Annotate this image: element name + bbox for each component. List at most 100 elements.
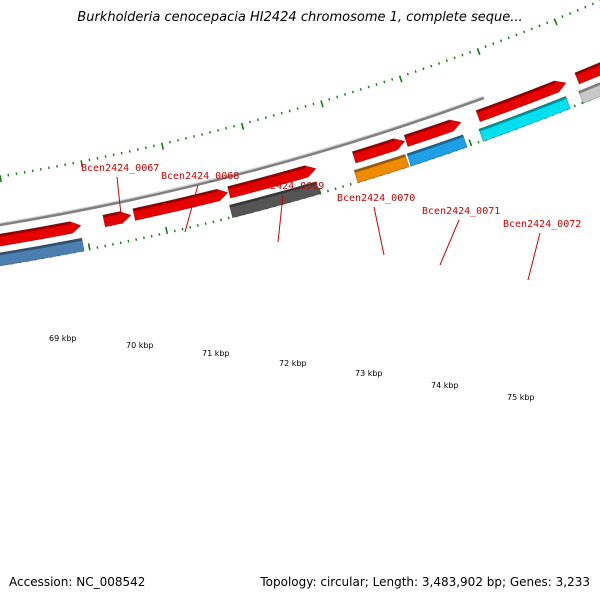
feature-block-steelblue	[0, 237, 85, 267]
major-tick	[240, 122, 245, 130]
minor-tick	[461, 53, 464, 57]
topology-stats-text: Topology: circular; Length: 3,483,902 bp…	[260, 575, 590, 589]
backbone-track	[0, 95, 485, 227]
minor-tick	[220, 218, 222, 222]
minor-tick	[383, 80, 386, 84]
minor-tick	[326, 189, 329, 193]
minor-tick	[581, 101, 584, 105]
minor-tick	[351, 90, 354, 94]
major-tick	[476, 47, 481, 56]
minor-tick	[136, 148, 139, 151]
minor-tick	[264, 116, 267, 120]
label-leader-line	[184, 184, 199, 233]
inner-tick-ring	[0, 0, 600, 183]
gene-label: Bcen2424_0068	[161, 171, 239, 182]
position-labels: 69 kbp 70 kbp 71 kbp 72 kbp 73 kbp 74 kbp 75 k…	[49, 334, 535, 402]
minor-tick	[538, 24, 541, 28]
cds-arrow	[574, 62, 600, 85]
minor-tick	[422, 67, 425, 71]
position-label: 74 kbp	[431, 381, 459, 390]
minor-tick	[573, 104, 576, 108]
major-tick	[318, 187, 322, 195]
feature-block-cyan	[478, 96, 571, 142]
position-label: 70 kbp	[126, 341, 154, 350]
feature-track	[0, 82, 600, 267]
minor-tick	[196, 224, 199, 227]
map-title: Burkholderia cenocepacia HI2424 chromoso…	[77, 10, 523, 25]
minor-tick	[128, 149, 131, 153]
minor-tick	[576, 8, 579, 12]
cds-arrow	[102, 211, 132, 228]
cds-arrow-shade	[132, 189, 218, 212]
minor-tick	[135, 238, 138, 241]
minor-tick	[217, 128, 220, 132]
label-leader-line	[527, 232, 541, 281]
minor-tick	[177, 138, 179, 142]
minor-tick	[104, 155, 107, 158]
cds-arrow-shade	[0, 221, 71, 237]
minor-tick	[233, 124, 236, 128]
minor-tick	[181, 227, 184, 231]
minor-tick	[112, 243, 114, 246]
cds-arrow-shade	[574, 62, 600, 76]
cds-arrow	[0, 221, 82, 247]
minor-tick	[312, 102, 315, 106]
minor-tick	[414, 70, 417, 73]
minor-tick	[568, 12, 572, 15]
cds-arrow	[227, 165, 317, 199]
minor-tick	[152, 144, 155, 148]
major-tick	[0, 175, 2, 183]
gene-label: Bcen2424_0072	[503, 219, 581, 230]
minor-tick	[344, 93, 347, 96]
minor-tick	[144, 146, 147, 150]
minor-tick	[209, 131, 212, 134]
minor-tick	[561, 15, 564, 19]
gene-label: Bcen2424_0069	[246, 181, 324, 192]
feature-block-lightgray	[578, 82, 600, 104]
label-leader-line	[373, 206, 385, 256]
major-tick	[553, 18, 558, 26]
cds-arrow	[351, 138, 406, 164]
cds-track	[0, 62, 600, 247]
label-leaders	[116, 176, 541, 281]
minor-tick	[359, 88, 362, 91]
gene-label: Bcen2424_0070	[337, 193, 415, 204]
major-tick	[87, 243, 91, 251]
feature-block-skyblue-shade	[406, 134, 464, 157]
major-tick	[320, 100, 324, 108]
minor-tick	[280, 111, 283, 115]
minor-tick	[328, 97, 331, 101]
minor-tick	[469, 50, 472, 54]
minor-tick	[477, 140, 480, 144]
minor-tick	[530, 27, 533, 31]
minor-tick	[367, 85, 370, 89]
label-leader-line	[277, 194, 284, 243]
minor-tick	[288, 109, 291, 113]
minor-tick	[349, 182, 352, 186]
cds-arrow	[475, 80, 567, 123]
minor-tick	[584, 5, 587, 9]
major-tick	[80, 160, 84, 168]
gene-label: Bcen2424_0071	[422, 206, 500, 217]
feature-block-gray	[229, 181, 321, 219]
feature-block-skyblue	[406, 134, 468, 167]
minor-tick	[201, 133, 204, 136]
position-label: 75 kbp	[507, 393, 535, 402]
minor-tick	[334, 187, 337, 191]
position-label: 69 kbp	[49, 334, 77, 343]
cds-arrow-shade	[475, 80, 556, 113]
feature-block-cyan-shade	[478, 96, 567, 132]
cds-arrow	[403, 119, 462, 147]
minor-tick	[492, 42, 495, 46]
minor-tick	[272, 114, 275, 117]
minor-tick	[225, 126, 228, 130]
minor-tick	[453, 56, 456, 60]
minor-tick	[342, 185, 345, 188]
minor-tick	[150, 234, 153, 238]
minor-tick	[119, 241, 122, 245]
accession-text: Accession: NC_008542	[9, 575, 146, 589]
minor-tick	[484, 45, 487, 48]
minor-tick	[296, 107, 299, 111]
